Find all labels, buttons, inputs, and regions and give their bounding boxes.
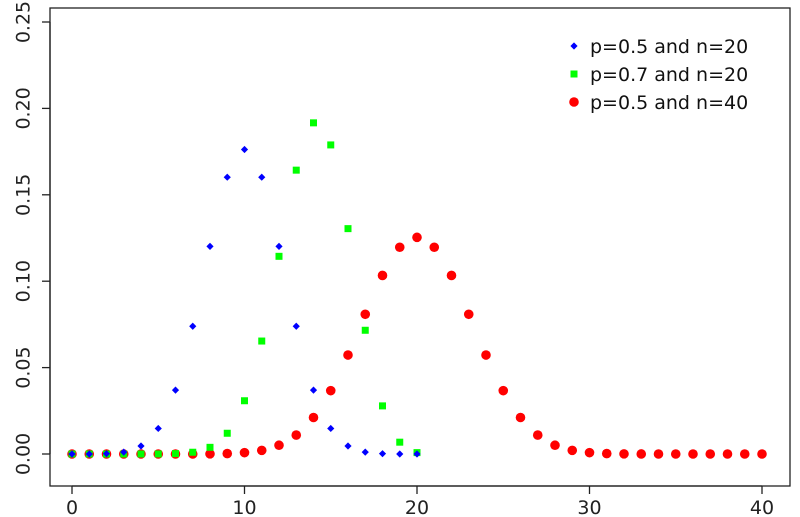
data-point	[189, 448, 197, 456]
data-point	[532, 430, 543, 440]
data-point	[653, 449, 664, 459]
data-point	[498, 385, 509, 396]
data-point	[619, 449, 629, 459]
data-point	[705, 449, 716, 459]
series-circle-points	[67, 232, 767, 459]
data-point	[413, 450, 421, 458]
data-point	[670, 449, 681, 459]
data-point	[189, 322, 197, 330]
data-point	[120, 448, 128, 456]
data-point	[291, 430, 302, 440]
data-point	[258, 337, 266, 345]
y-tick-label: 0.25	[13, 1, 35, 43]
data-point	[344, 225, 352, 233]
series-square-points	[68, 119, 421, 458]
data-point	[360, 309, 371, 320]
data-point	[222, 448, 233, 459]
data-point	[688, 449, 698, 459]
data-point	[463, 309, 474, 320]
x-tick-label: 20	[405, 497, 429, 517]
data-point	[206, 443, 214, 451]
data-point	[446, 270, 457, 281]
legend-marker	[569, 97, 579, 107]
data-point	[601, 448, 612, 459]
data-point	[292, 166, 300, 174]
data-point	[722, 449, 733, 459]
data-point	[241, 397, 248, 405]
data-point	[240, 145, 249, 154]
data-point	[412, 232, 422, 243]
legend-marker	[570, 70, 578, 78]
data-point	[481, 350, 491, 360]
legend-label: p=0.5 and n=20	[590, 36, 748, 58]
data-point	[137, 442, 145, 450]
data-point	[206, 242, 214, 251]
y-axis: 0.00 0.05 0.10 0.15 0.20 0.25	[13, 1, 51, 475]
legend: p=0.5 and n=20 p=0.7 and n=20 p=0.5 and n=…	[569, 36, 748, 114]
data-point	[137, 450, 145, 458]
y-tick-label: 0.00	[13, 433, 35, 475]
data-point	[739, 449, 750, 459]
y-tick-label: 0.15	[13, 174, 35, 216]
data-point	[567, 445, 578, 456]
x-axis: 0 10 20 30 40	[66, 485, 774, 517]
data-point	[361, 326, 369, 334]
data-point	[378, 450, 387, 458]
data-point	[396, 450, 404, 458]
data-point	[343, 350, 353, 360]
data-point	[154, 424, 162, 433]
data-point	[584, 447, 595, 458]
data-point	[239, 447, 250, 458]
series-diamond-points	[68, 145, 421, 458]
data-point	[223, 173, 231, 181]
data-point	[275, 242, 283, 251]
data-point	[361, 448, 369, 456]
data-point	[310, 119, 317, 127]
y-tick-label: 0.20	[13, 87, 35, 129]
data-point	[327, 424, 335, 433]
data-point	[102, 450, 111, 458]
data-point	[258, 173, 266, 181]
legend-marker	[570, 42, 578, 50]
data-point	[275, 252, 283, 260]
data-point	[172, 450, 179, 458]
data-point	[325, 385, 336, 396]
data-point	[394, 242, 405, 253]
data-point	[154, 450, 162, 458]
data-point	[429, 242, 440, 253]
data-point	[274, 440, 284, 451]
data-point	[223, 429, 231, 437]
data-points	[67, 119, 767, 459]
x-tick-label: 40	[750, 497, 774, 517]
y-tick-label: 0.10	[13, 260, 35, 302]
data-point	[68, 450, 76, 458]
data-point	[85, 450, 93, 458]
legend-label: p=0.7 and n=20	[590, 64, 748, 86]
data-point	[292, 322, 300, 330]
data-point	[327, 141, 335, 149]
data-point	[515, 412, 526, 423]
data-point	[205, 449, 215, 459]
data-point	[379, 402, 386, 410]
x-tick-label: 0	[66, 497, 78, 517]
data-point	[396, 438, 404, 446]
data-point	[550, 440, 560, 451]
data-point	[757, 449, 767, 459]
data-point	[171, 386, 180, 394]
x-tick-label: 30	[577, 497, 601, 517]
data-point	[309, 386, 318, 394]
data-point	[377, 270, 388, 281]
data-point	[256, 445, 267, 456]
data-point	[344, 442, 352, 450]
data-point	[308, 412, 319, 423]
y-tick-label: 0.05	[13, 346, 35, 388]
x-tick-label: 10	[232, 497, 256, 517]
legend-label: p=0.5 and n=40	[590, 92, 748, 114]
data-point	[636, 449, 647, 459]
